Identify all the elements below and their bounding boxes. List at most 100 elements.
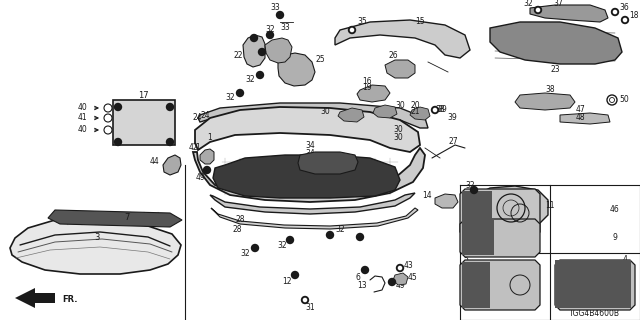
Text: 32: 32 <box>265 26 275 35</box>
Circle shape <box>301 297 308 303</box>
Circle shape <box>303 299 307 301</box>
Polygon shape <box>357 85 390 102</box>
Circle shape <box>388 278 396 285</box>
Circle shape <box>166 103 173 110</box>
Circle shape <box>534 6 541 13</box>
Bar <box>462 221 494 255</box>
Text: 40: 40 <box>77 103 87 113</box>
Circle shape <box>623 19 627 21</box>
Text: 33: 33 <box>270 4 280 12</box>
Text: TGG4B4600B: TGG4B4600B <box>569 308 620 317</box>
Polygon shape <box>410 107 430 120</box>
Text: 48: 48 <box>575 113 585 122</box>
Text: 32: 32 <box>523 0 533 7</box>
Circle shape <box>399 267 401 269</box>
Text: 24: 24 <box>200 110 210 119</box>
Circle shape <box>259 49 266 55</box>
Polygon shape <box>48 210 182 227</box>
Text: 28: 28 <box>236 215 244 225</box>
Bar <box>478 197 502 219</box>
Circle shape <box>115 103 122 110</box>
Text: 47: 47 <box>575 106 585 115</box>
Circle shape <box>257 71 264 78</box>
Text: 32: 32 <box>240 249 250 258</box>
Polygon shape <box>460 189 540 237</box>
Text: 36: 36 <box>619 4 629 12</box>
Text: FR.: FR. <box>62 295 77 305</box>
Text: 7: 7 <box>124 213 130 222</box>
Circle shape <box>204 166 211 173</box>
Circle shape <box>250 35 257 42</box>
Text: 25: 25 <box>315 55 325 65</box>
Text: 37: 37 <box>553 0 563 7</box>
Polygon shape <box>473 186 548 227</box>
Text: 1: 1 <box>196 143 200 153</box>
Text: 32: 32 <box>465 180 475 189</box>
Text: 38: 38 <box>545 85 555 94</box>
Text: 22: 22 <box>233 51 243 60</box>
Text: 13: 13 <box>357 281 367 290</box>
Text: 27: 27 <box>448 138 458 147</box>
Text: 11: 11 <box>545 201 555 210</box>
Text: 18: 18 <box>629 12 639 20</box>
Text: 8: 8 <box>623 266 627 275</box>
Circle shape <box>287 236 294 244</box>
Polygon shape <box>10 218 181 274</box>
Text: 3: 3 <box>94 233 100 242</box>
Circle shape <box>536 8 540 12</box>
Polygon shape <box>460 260 540 310</box>
Text: 21: 21 <box>410 108 420 116</box>
Text: 38: 38 <box>435 106 445 115</box>
Circle shape <box>433 108 436 112</box>
Text: 32: 32 <box>225 93 235 102</box>
Polygon shape <box>200 149 214 164</box>
Text: 29: 29 <box>325 161 335 170</box>
Polygon shape <box>373 105 397 118</box>
Polygon shape <box>213 155 400 198</box>
Text: 30: 30 <box>395 100 405 109</box>
Polygon shape <box>211 208 418 229</box>
Polygon shape <box>198 103 428 128</box>
Polygon shape <box>210 193 415 214</box>
Text: 39: 39 <box>447 114 457 123</box>
Polygon shape <box>515 93 575 110</box>
Text: 10: 10 <box>461 263 471 273</box>
Circle shape <box>613 11 616 13</box>
Text: 46: 46 <box>610 205 620 214</box>
Text: 19: 19 <box>362 84 372 92</box>
Text: 30: 30 <box>393 125 403 134</box>
Text: 20: 20 <box>410 100 420 109</box>
Polygon shape <box>163 155 181 175</box>
Text: 34: 34 <box>305 148 315 157</box>
Circle shape <box>252 244 259 252</box>
Text: 44: 44 <box>150 157 160 166</box>
Text: 39: 39 <box>437 106 447 115</box>
Text: 30: 30 <box>393 133 403 142</box>
Text: 23: 23 <box>550 66 560 75</box>
Polygon shape <box>243 35 265 67</box>
Text: 49: 49 <box>195 173 205 182</box>
Text: 9: 9 <box>612 234 618 243</box>
Circle shape <box>356 234 364 241</box>
Polygon shape <box>555 260 635 310</box>
Text: 32: 32 <box>335 226 345 235</box>
Polygon shape <box>338 108 364 122</box>
Text: 34: 34 <box>305 140 315 149</box>
Bar <box>555 262 631 308</box>
Circle shape <box>621 17 628 23</box>
Text: 33: 33 <box>280 23 290 33</box>
Circle shape <box>237 90 243 97</box>
Text: 26: 26 <box>388 51 398 60</box>
Text: 31: 31 <box>305 303 315 313</box>
Text: 15: 15 <box>415 18 425 27</box>
Polygon shape <box>193 148 425 202</box>
Circle shape <box>351 28 353 32</box>
Polygon shape <box>265 38 292 63</box>
Text: 5: 5 <box>463 255 468 265</box>
Text: 16: 16 <box>362 77 372 86</box>
Text: 35: 35 <box>357 18 367 27</box>
Text: 17: 17 <box>138 92 148 100</box>
Text: 49: 49 <box>395 281 405 290</box>
Circle shape <box>115 139 122 146</box>
Polygon shape <box>15 288 55 308</box>
